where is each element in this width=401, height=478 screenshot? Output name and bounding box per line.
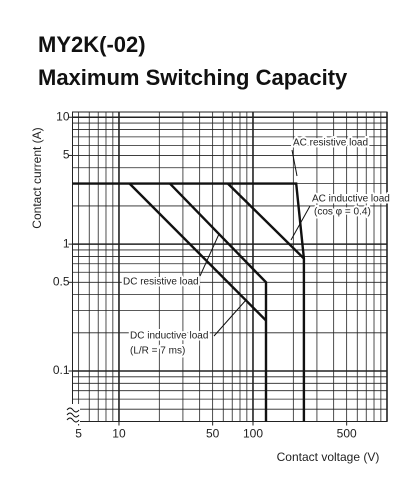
x-tick-label: 100 <box>243 427 263 441</box>
annotation: (cos φ = 0.4) <box>314 207 371 218</box>
y-tick-label: 0.5 <box>53 274 70 288</box>
capacity-curve <box>128 182 267 322</box>
chart-subtitle: Maximum Switching Capacity <box>38 65 348 90</box>
annotation: (L/R = 7 ms) <box>130 346 185 357</box>
leader-line <box>199 233 220 277</box>
grid <box>68 111 388 426</box>
chart-title: MY2K(-02) <box>38 32 146 57</box>
annotation: DC resistive load <box>123 277 199 288</box>
axis-break-bg <box>66 404 80 424</box>
y-tick-label: 0.1 <box>53 363 70 377</box>
capacity-curve <box>169 182 268 422</box>
x-tick-label: 10 <box>112 427 126 441</box>
x-tick-label: 5 <box>75 427 82 441</box>
x-axis-label: Contact voltage (V) <box>277 450 380 464</box>
y-tick-label: 10 <box>56 109 70 123</box>
capacity-curve <box>227 182 305 260</box>
leader-line <box>213 299 247 337</box>
leader-line <box>291 149 298 177</box>
annotation: AC inductive load <box>312 194 390 205</box>
x-tick-label: 50 <box>206 427 220 441</box>
y-tick-label: 5 <box>63 148 70 162</box>
annotation: DC inductive load <box>130 331 208 342</box>
axis-break <box>66 407 80 423</box>
annotation: AC resistive load <box>293 138 368 149</box>
y-tick-label: 1 <box>63 236 70 250</box>
y-axis-label: Contact current (A) <box>30 127 44 228</box>
leader-line <box>290 205 311 241</box>
curves <box>72 182 306 422</box>
capacity-curve <box>72 182 306 422</box>
plot-frame <box>72 111 388 422</box>
x-tick-label: 500 <box>337 427 357 441</box>
